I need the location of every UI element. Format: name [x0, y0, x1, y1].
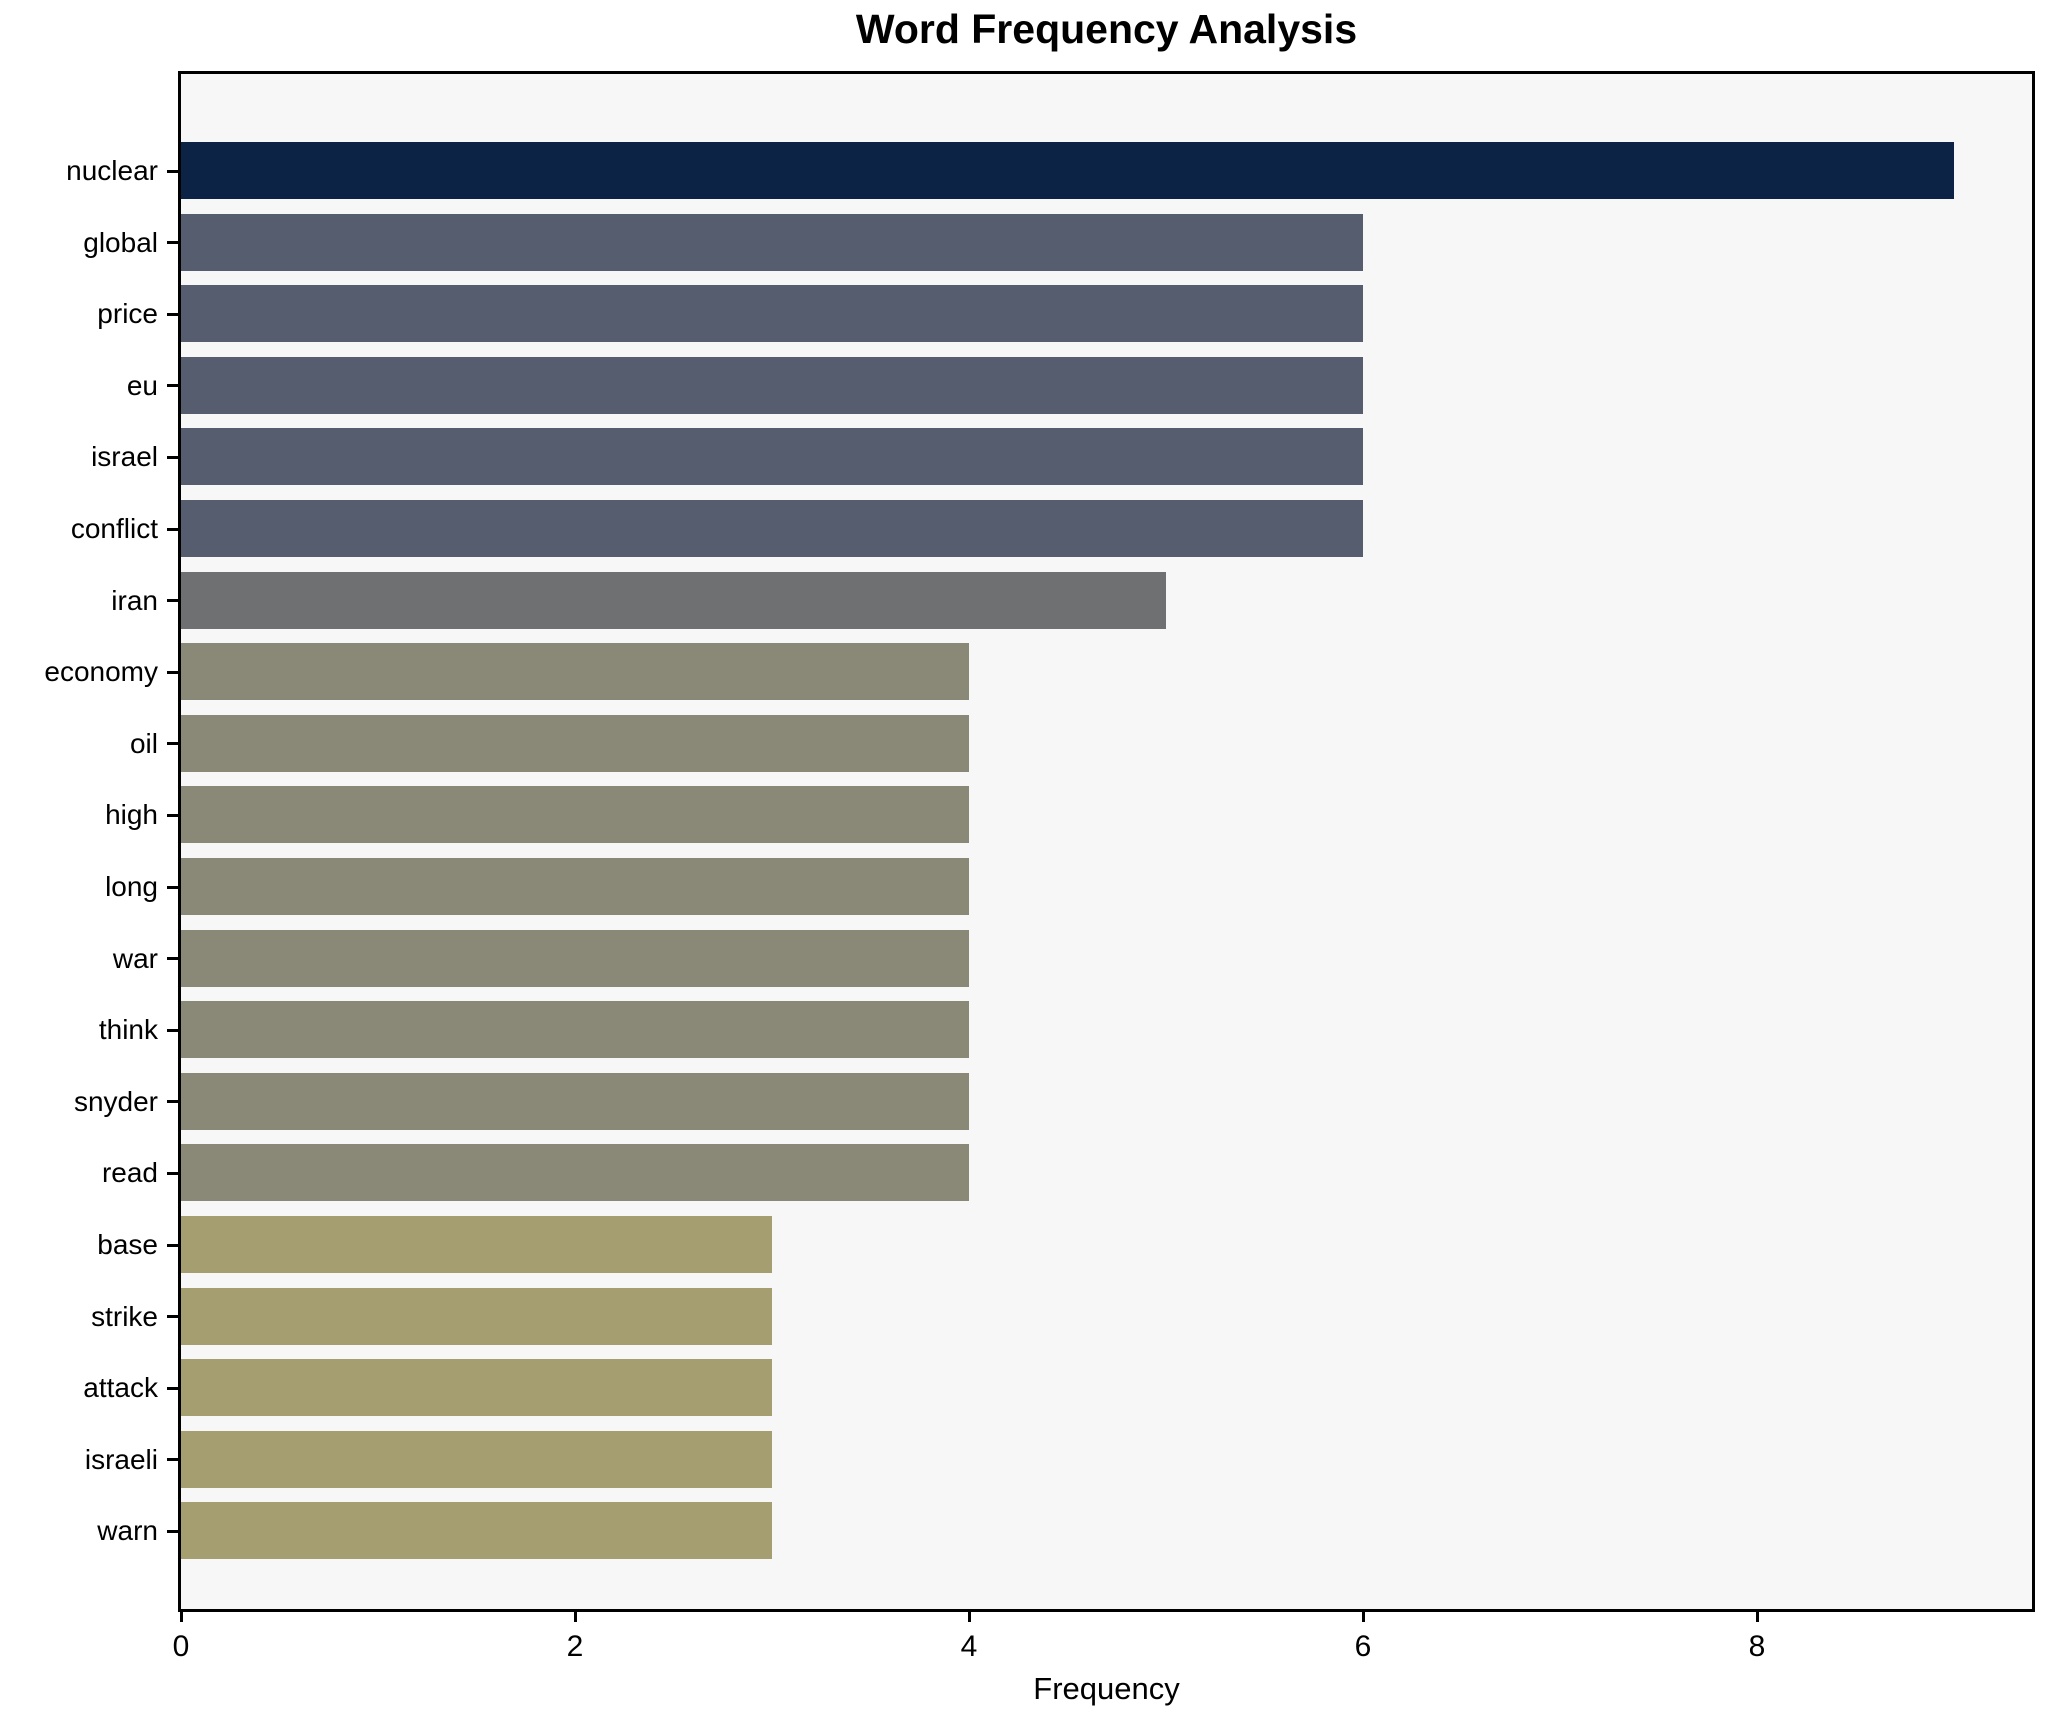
- bar-think: [181, 1001, 969, 1059]
- y-tick-mark-attack: [167, 1386, 178, 1390]
- x-tick-mark-8: [1755, 1609, 1759, 1622]
- x-tick-label-8: 8: [1748, 1630, 1766, 1663]
- bar-iran: [181, 571, 1166, 629]
- y-tick-mark-oil: [167, 742, 178, 746]
- bar-global: [181, 213, 1363, 271]
- y-tick-label-strike: strike: [91, 1300, 158, 1332]
- bar-warn: [181, 1502, 772, 1560]
- y-tick-label-nuclear: nuclear: [66, 155, 158, 186]
- y-tick-label-read: read: [101, 1157, 158, 1189]
- x-tick-mark-4: [967, 1609, 971, 1622]
- y-tick-label-eu: eu: [126, 369, 158, 401]
- bar-long: [181, 858, 969, 915]
- y-tick-mark-iran: [167, 599, 178, 603]
- y-tick-mark-high: [167, 813, 178, 817]
- y-tick-label-base: base: [97, 1229, 158, 1260]
- bar-oil: [181, 714, 969, 772]
- y-tick-mark-warn: [167, 1529, 178, 1533]
- y-tick-label-israel: israel: [91, 441, 158, 473]
- x-tick-label-6: 6: [1354, 1630, 1372, 1663]
- bar-nuclear: [181, 142, 1954, 199]
- bar-base: [181, 1216, 772, 1273]
- y-tick-label-high: high: [105, 799, 158, 831]
- bar-israeli: [181, 1430, 772, 1488]
- y-tick-label-warn: warn: [97, 1515, 158, 1547]
- bar-snyder: [181, 1072, 969, 1130]
- y-tick-mark-long: [167, 885, 178, 889]
- y-tick-label-oil: oil: [129, 727, 158, 759]
- x-axis-label: Frequency: [1033, 1671, 1180, 1706]
- y-tick-label-snyder: snyder: [73, 1085, 158, 1117]
- y-tick-label-economy: economy: [44, 656, 158, 688]
- y-tick-mark-israel: [167, 455, 178, 459]
- y-tick-label-iran: iran: [111, 584, 158, 616]
- x-tick-label-2: 2: [566, 1630, 584, 1663]
- y-tick-mark-price: [167, 312, 178, 316]
- y-tick-label-global: global: [83, 226, 158, 258]
- y-tick-mark-snyder: [167, 1100, 178, 1104]
- y-tick-mark-economy: [167, 670, 178, 674]
- bar-economy: [181, 643, 969, 701]
- x-tick-mark-6: [1361, 1609, 1365, 1622]
- bar-price: [181, 285, 1363, 343]
- y-tick-mark-global: [167, 241, 178, 245]
- y-tick-label-price: price: [97, 298, 158, 330]
- bar-strike: [181, 1287, 772, 1345]
- bar-war: [181, 929, 969, 987]
- plot-area: [178, 71, 2035, 1612]
- bar-eu: [181, 356, 1363, 414]
- y-tick-label-israeli: israeli: [84, 1443, 158, 1475]
- y-tick-label-think: think: [98, 1014, 158, 1046]
- y-tick-label-attack: attack: [83, 1372, 158, 1404]
- x-tick-mark-2: [573, 1609, 577, 1622]
- y-tick-label-long: long: [105, 871, 158, 902]
- bar-high: [181, 786, 969, 844]
- y-tick-mark-nuclear: [167, 169, 178, 173]
- y-tick-label-conflict: conflict: [70, 513, 158, 544]
- y-tick-mark-israeli: [167, 1458, 178, 1462]
- x-tick-label-0: 0: [172, 1630, 190, 1663]
- y-tick-mark-think: [167, 1028, 178, 1032]
- bar-israel: [181, 428, 1363, 486]
- bar-attack: [181, 1359, 772, 1417]
- y-tick-mark-read: [167, 1171, 178, 1175]
- x-tick-mark-0: [179, 1609, 183, 1622]
- bar-conflict: [181, 500, 1363, 557]
- y-tick-mark-eu: [167, 384, 178, 388]
- bar-read: [181, 1144, 969, 1202]
- chart-title: Word Frequency Analysis: [855, 6, 1358, 52]
- y-tick-label-war: war: [112, 942, 158, 974]
- y-tick-mark-war: [167, 957, 178, 961]
- y-tick-mark-strike: [167, 1315, 178, 1319]
- x-tick-label-4: 4: [960, 1630, 978, 1663]
- y-tick-mark-base: [167, 1243, 178, 1247]
- y-tick-mark-conflict: [167, 527, 178, 531]
